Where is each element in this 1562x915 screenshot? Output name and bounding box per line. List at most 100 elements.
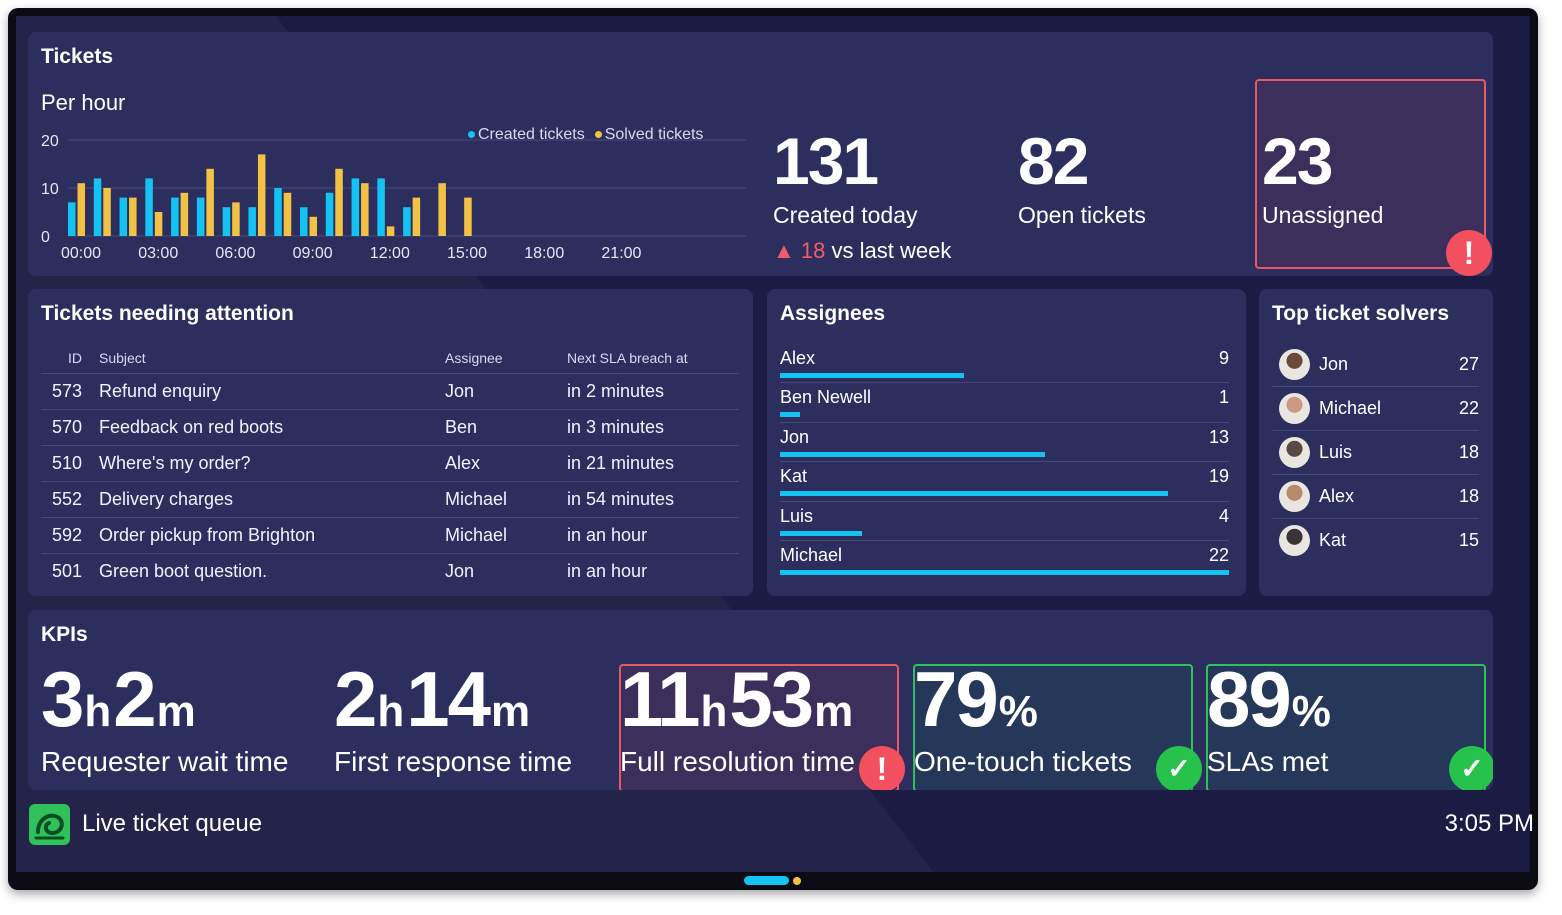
bar-created	[325, 192, 334, 236]
bar-created	[68, 202, 76, 236]
assignee-row[interactable]: Alex 9	[780, 344, 1229, 384]
kpi-status-box	[1206, 664, 1486, 790]
ticket-subject: Delivery charges	[99, 481, 445, 518]
kpi-number: 14	[406, 655, 491, 743]
attention-title: Tickets needing attention	[41, 302, 294, 325]
assignee-row[interactable]: Kat 19	[780, 462, 1229, 502]
table-row[interactable]: 510 Where's my order? Alex in 21 minutes	[41, 445, 739, 482]
assignee-bar	[780, 373, 964, 378]
assignee-row[interactable]: Luis 4	[780, 502, 1229, 541]
assignee-name: Michael	[780, 544, 843, 565]
avatar	[1279, 525, 1310, 556]
solvers-list: Jon 27 Michael 22 Luis 18 Alex 18 Kat 15	[1272, 343, 1479, 563]
solver-row[interactable]: Jon 27	[1272, 343, 1479, 387]
ticket-sla: in 2 minutes	[567, 373, 739, 410]
legend-solved-swatch	[594, 131, 602, 139]
solver-row[interactable]: Alex 18	[1272, 475, 1479, 519]
table-row[interactable]: 592 Order pickup from Brighton Michael in a…	[41, 517, 739, 554]
assignee-bar	[780, 451, 1046, 457]
assignee-row[interactable]: Michael 22	[780, 541, 1229, 580]
assignee-row[interactable]: Jon 13	[780, 423, 1229, 463]
chart-subtitle: Per hour	[41, 90, 126, 115]
tickets-per-hour-chart: 20 10 0 00:00 03:00 06:00 09:00 12:00 15:00 18:00…	[41, 133, 746, 262]
clock: 3:05 PM	[1444, 810, 1534, 837]
table-row[interactable]: 573 Refund enquiry Jon in 2 minutes	[41, 373, 739, 410]
delta-value: 18	[800, 238, 826, 263]
kpi-number: 79	[914, 655, 999, 743]
assignee-name: Ben Newell	[780, 387, 872, 408]
bar-created	[403, 207, 411, 236]
kpi-unit: %	[1291, 687, 1331, 736]
bar-solved	[438, 183, 446, 236]
attention-table: ID Subject Assignee Next SLA breach at 5…	[41, 343, 739, 589]
assignee-count: 13	[1208, 426, 1229, 447]
kpi-unit: %	[998, 687, 1038, 736]
page-indicator-dot[interactable]	[793, 876, 801, 885]
assignees-title: Assignees	[780, 302, 886, 325]
kpi-number: 2	[113, 655, 156, 743]
page-indicator[interactable]	[744, 876, 801, 885]
kpi-status-box	[913, 664, 1193, 790]
bar-solved	[335, 168, 343, 236]
bar-created	[351, 178, 360, 236]
table-header-row: ID Subject Assignee Next SLA breach at	[41, 343, 739, 374]
legend-created: Created tickets	[468, 126, 585, 144]
ticket-sla: in an hour	[567, 517, 739, 554]
header-id: ID	[41, 343, 99, 374]
x-tick-label: 18:00	[524, 245, 564, 262]
ticket-sla: in 3 minutes	[567, 409, 739, 446]
kpi-unit: h	[700, 687, 728, 736]
bar-solved	[257, 154, 266, 236]
avatar	[1279, 437, 1310, 468]
solvers-title: Top ticket solvers	[1272, 302, 1450, 325]
assignee-row[interactable]: Ben Newell 1	[780, 383, 1229, 423]
header-assignee: Assignee	[445, 343, 567, 374]
table-row[interactable]: 570 Feedback on red boots Ben in 3 minutes	[41, 409, 739, 446]
kpi-unit: h	[84, 687, 112, 736]
bar-created	[196, 197, 205, 236]
y-tick-label: 10	[41, 181, 59, 198]
kpis-title: KPIs	[41, 623, 88, 646]
solver-row[interactable]: Luis 18	[1272, 431, 1479, 475]
bar-solved	[77, 183, 85, 236]
kpi-unit: m	[491, 687, 531, 736]
solver-name: Kat	[1319, 530, 1347, 550]
ticket-id: 570	[41, 409, 99, 446]
assignees-panel: Assignees Alex 9 Ben Newell 1 Jon 13 Kat 19 Luis…	[767, 289, 1246, 596]
ticket-id: 573	[41, 373, 99, 410]
bar-created	[274, 188, 282, 236]
table-row[interactable]: 501 Green boot question. Jon in an hour	[41, 553, 739, 589]
legend-solved: Solved tickets	[594, 126, 703, 144]
assignee-name: Alex	[780, 348, 816, 368]
kpi-number: 3	[41, 655, 84, 743]
solver-count: 22	[1458, 398, 1479, 418]
kpi-label: SLAs met	[1207, 746, 1329, 777]
ticket-id: 510	[41, 445, 99, 482]
kpis-panel: KPIs 3h2m Requester wait time 2h14m First r…	[28, 610, 1493, 790]
table-row[interactable]: 552 Delivery charges Michael in 54 minutes	[41, 481, 739, 518]
solver-row[interactable]: Michael 22	[1272, 387, 1479, 431]
kpi-label: One-touch tickets	[914, 746, 1132, 777]
avatar	[1279, 481, 1310, 512]
bar-solved	[103, 188, 111, 236]
bar-created	[119, 197, 128, 236]
y-tick-label: 0	[41, 229, 50, 246]
x-tick-label: 15:00	[447, 245, 487, 262]
kpi-value: 79%	[914, 654, 1040, 745]
open-tickets-label: Open tickets	[1018, 202, 1146, 228]
ticket-id: 592	[41, 517, 99, 554]
kpi-label: First response time	[334, 746, 573, 777]
solver-name: Michael	[1319, 398, 1382, 418]
kpi-number: 89	[1207, 655, 1292, 743]
assignee-name: Jon	[780, 426, 810, 447]
tickets-panel: Tickets Per hour Created tickets Solved …	[28, 32, 1493, 276]
solver-name: Luis	[1319, 442, 1353, 462]
bar-created	[377, 178, 385, 236]
bar-solved	[464, 197, 472, 236]
solver-row[interactable]: Kat 15	[1272, 519, 1479, 563]
ticket-subject: Refund enquiry	[99, 373, 445, 410]
kpi-number: 11	[620, 655, 700, 743]
kpi-unit: h	[377, 687, 405, 736]
ticket-assignee: Alex	[445, 445, 567, 482]
page-indicator-active[interactable]	[744, 876, 789, 885]
